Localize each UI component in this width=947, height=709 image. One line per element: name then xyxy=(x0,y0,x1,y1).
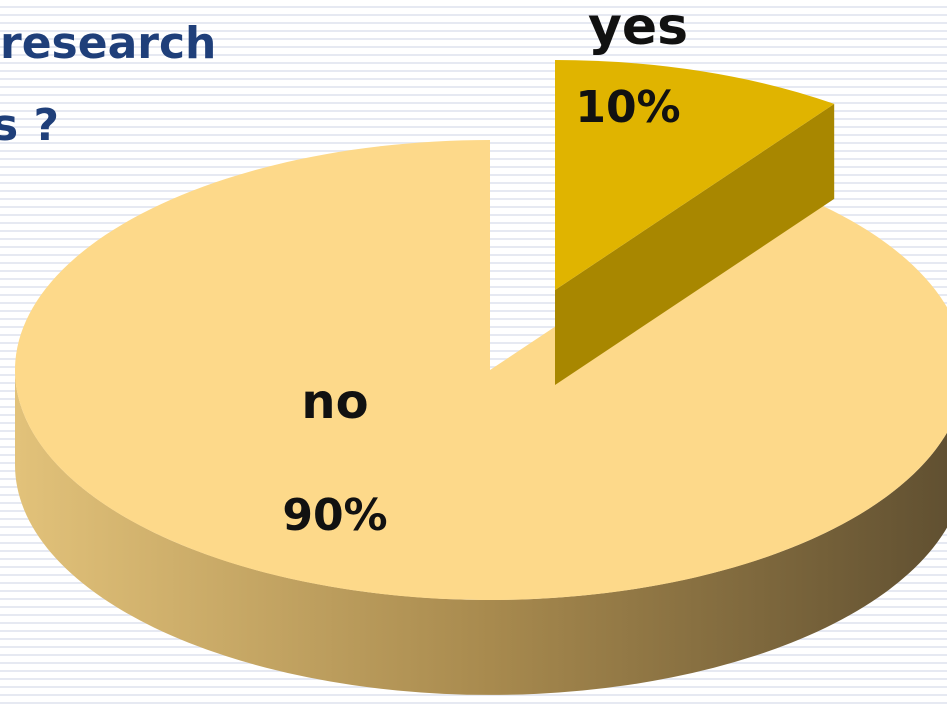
slice-side xyxy=(15,370,947,695)
slice xyxy=(555,60,835,290)
category-label: yes xyxy=(588,0,688,57)
title-line: s ? xyxy=(0,100,59,151)
title-line: research xyxy=(0,18,216,69)
value-label: 90% xyxy=(282,490,387,541)
category-label: no xyxy=(301,374,368,430)
pie xyxy=(15,60,947,695)
value-label: 10% xyxy=(575,82,680,133)
slice-side xyxy=(555,103,835,386)
